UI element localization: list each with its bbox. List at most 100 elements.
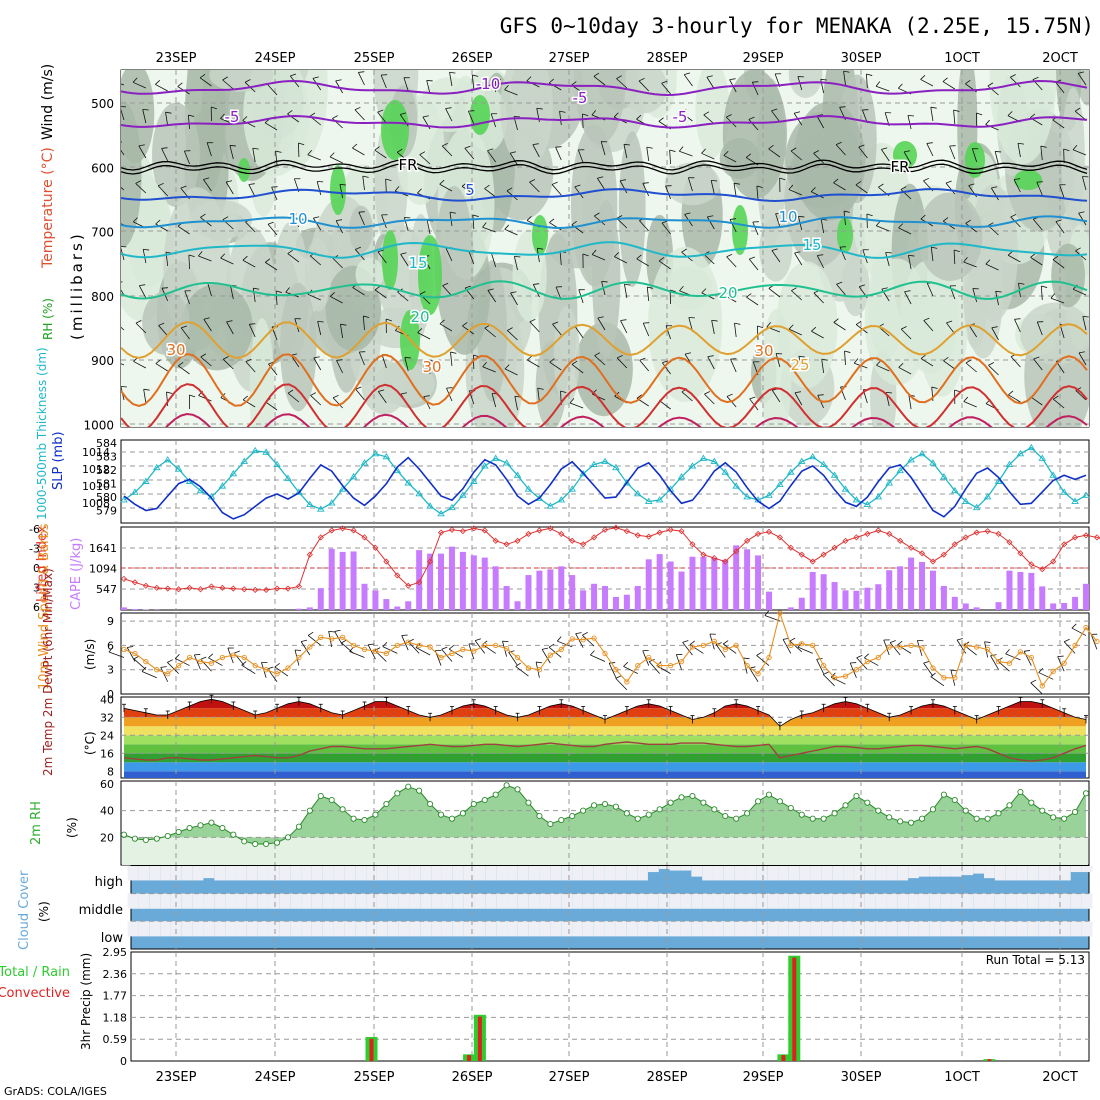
wind-barb xyxy=(665,325,671,340)
lifted-index-point xyxy=(1006,539,1013,546)
wind-barb-flag xyxy=(419,151,426,155)
wind-barb-flag xyxy=(200,213,206,218)
wind-barb xyxy=(723,294,737,303)
cape-bar xyxy=(580,590,587,610)
top-date-label: 28SEP xyxy=(647,51,688,66)
rh2m-point xyxy=(689,792,696,800)
wind-barb-flag xyxy=(363,315,370,318)
wind-barb xyxy=(441,145,453,157)
wind10-point xyxy=(339,634,346,640)
wind-barb xyxy=(748,119,759,131)
wind-barb-flag xyxy=(1007,111,1013,116)
cloud-gap xyxy=(897,921,909,937)
wind-barb xyxy=(930,107,934,122)
wind-barb xyxy=(636,258,649,267)
cloud-gap xyxy=(268,893,280,909)
wind-barb xyxy=(264,122,278,131)
wind-barb-flag xyxy=(374,146,380,151)
lifted-index-point xyxy=(142,582,149,589)
cloud-gap xyxy=(734,866,746,881)
wind10-point xyxy=(974,644,980,650)
lifted-index-point xyxy=(722,558,729,565)
cape-bar xyxy=(634,585,641,610)
wind-barb-flag xyxy=(1052,255,1059,260)
rh2m-point xyxy=(437,811,445,818)
wind-barb xyxy=(730,359,737,373)
wind-barb-flag xyxy=(307,631,314,636)
wind-barb-flag xyxy=(400,392,407,395)
wind-barb xyxy=(271,186,278,201)
cloud-gap xyxy=(387,893,399,909)
wind10-point xyxy=(1061,660,1067,666)
cloud-gap xyxy=(561,866,573,881)
cape-bar xyxy=(886,570,893,610)
thickness-point xyxy=(163,456,172,463)
wind-barb-flag xyxy=(400,112,407,115)
wind-barb-flag xyxy=(811,326,817,332)
wind-barb xyxy=(648,661,660,674)
cloud-gap xyxy=(149,921,161,937)
rh2m-ytick: 60 xyxy=(100,778,114,791)
rh2m-point xyxy=(951,796,958,804)
temp2m-ylabel: 2m Temp 2m DewPt (6hr Min/Max) xyxy=(41,568,55,776)
precip-conv-bar xyxy=(477,1016,482,1061)
wind-barb xyxy=(639,360,650,372)
wind-barb-flag xyxy=(549,358,555,363)
lifted-index-point xyxy=(427,558,434,565)
rh2m-point xyxy=(733,815,740,822)
wind-barb-flag xyxy=(358,71,365,73)
wind-barb xyxy=(1053,398,1065,409)
wind-barb-flag xyxy=(1017,142,1024,145)
rh2m-point xyxy=(241,838,248,845)
wind-barb xyxy=(711,320,715,335)
wind-barb-flag xyxy=(766,322,771,328)
wind-barb-flag xyxy=(789,637,796,642)
cloud-gap xyxy=(604,866,616,881)
lifted-ytick: 3 xyxy=(33,582,40,595)
rh2m-point xyxy=(153,835,160,842)
thickness-point xyxy=(448,503,456,511)
wind-barb xyxy=(1073,288,1087,296)
cloud-gap xyxy=(138,893,150,909)
wind-barb-flag xyxy=(764,610,769,616)
cape-bar xyxy=(427,553,434,610)
wind-barb-flag xyxy=(923,177,930,182)
run-total: Run Total = 5.13 xyxy=(986,953,1085,967)
wind-barb xyxy=(313,217,322,231)
cloud-gap xyxy=(647,921,659,937)
wind-barb xyxy=(155,363,168,372)
rh-base-fill xyxy=(122,837,1088,865)
wind-barb xyxy=(1059,184,1065,199)
cloud-gap xyxy=(1038,866,1050,881)
wind-barb xyxy=(704,393,715,405)
thickness-point xyxy=(961,497,970,504)
rh2m-point xyxy=(875,807,882,814)
wind-barb-flag xyxy=(526,216,532,221)
thickness-point xyxy=(601,457,609,464)
wind-barb xyxy=(184,290,190,305)
cloud-gap xyxy=(517,893,529,909)
cloud-gap xyxy=(507,921,518,937)
wind-barb xyxy=(352,287,365,296)
cloud-gap xyxy=(582,893,594,909)
thickness-point xyxy=(557,496,566,503)
wind-barb-flag xyxy=(642,182,649,184)
wind-barb xyxy=(377,111,387,124)
wind-barb xyxy=(187,115,190,130)
cloud-gap xyxy=(1070,921,1082,937)
cloud-gap xyxy=(127,866,139,881)
wind-barb-flag xyxy=(307,149,313,156)
wind-barb-flag xyxy=(507,327,513,331)
thickness-ytick: 581 xyxy=(96,478,117,491)
wind-barb-flag xyxy=(897,640,903,646)
cloud-gap xyxy=(366,866,377,881)
wind10-ytick: 3 xyxy=(107,664,114,677)
wind-barb xyxy=(930,676,945,687)
rh-shade xyxy=(1020,302,1089,365)
rh2m-point xyxy=(886,814,893,821)
precip-ytick: 0 xyxy=(120,1055,127,1068)
wind-barb-flag xyxy=(555,146,562,148)
wind-barb xyxy=(527,359,540,368)
wind-barb-flag xyxy=(560,390,567,394)
rh2m-point xyxy=(284,834,292,841)
